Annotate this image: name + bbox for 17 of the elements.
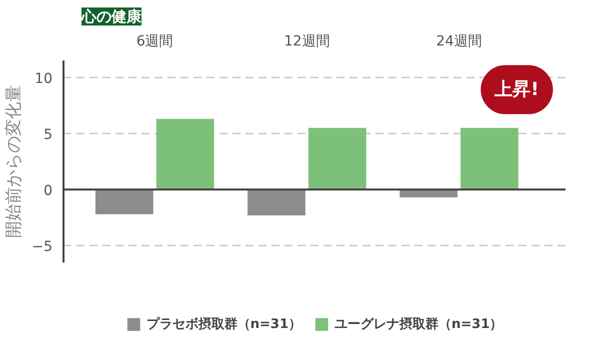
chart-title: 心の健康 — [80, 8, 142, 26]
legend-label: ユーグレナ摂取群（n=31） — [334, 316, 503, 333]
legend-label: プラセボ摂取群（n=31） — [146, 316, 302, 333]
y-tick-label: 0 — [44, 183, 53, 200]
x-tick-label: 6週間 — [136, 34, 174, 50]
y-tick-label: 10 — [34, 70, 53, 87]
x-tick-label: 24週間 — [436, 34, 482, 50]
y-tick-label: 5 — [44, 126, 53, 143]
bar — [156, 118, 214, 190]
annotation: 上昇! — [494, 79, 539, 100]
x-tick-label: 12週間 — [284, 34, 330, 50]
bar — [460, 128, 518, 190]
bar — [248, 190, 306, 216]
bar — [95, 190, 154, 214]
y-axis-title: 開始前からの変化量 — [4, 85, 24, 238]
bar — [308, 128, 366, 190]
y-tick-label: −5 — [32, 239, 53, 256]
